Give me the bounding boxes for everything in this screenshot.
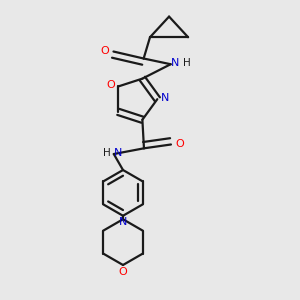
- Text: O: O: [118, 267, 127, 277]
- Text: H: H: [183, 58, 191, 68]
- Text: O: O: [100, 46, 109, 56]
- Text: O: O: [176, 139, 184, 149]
- Text: N: N: [161, 93, 170, 103]
- Text: N: N: [171, 58, 179, 68]
- Text: N: N: [119, 217, 127, 227]
- Text: H: H: [103, 148, 111, 158]
- Text: N: N: [114, 148, 123, 158]
- Text: O: O: [106, 80, 115, 90]
